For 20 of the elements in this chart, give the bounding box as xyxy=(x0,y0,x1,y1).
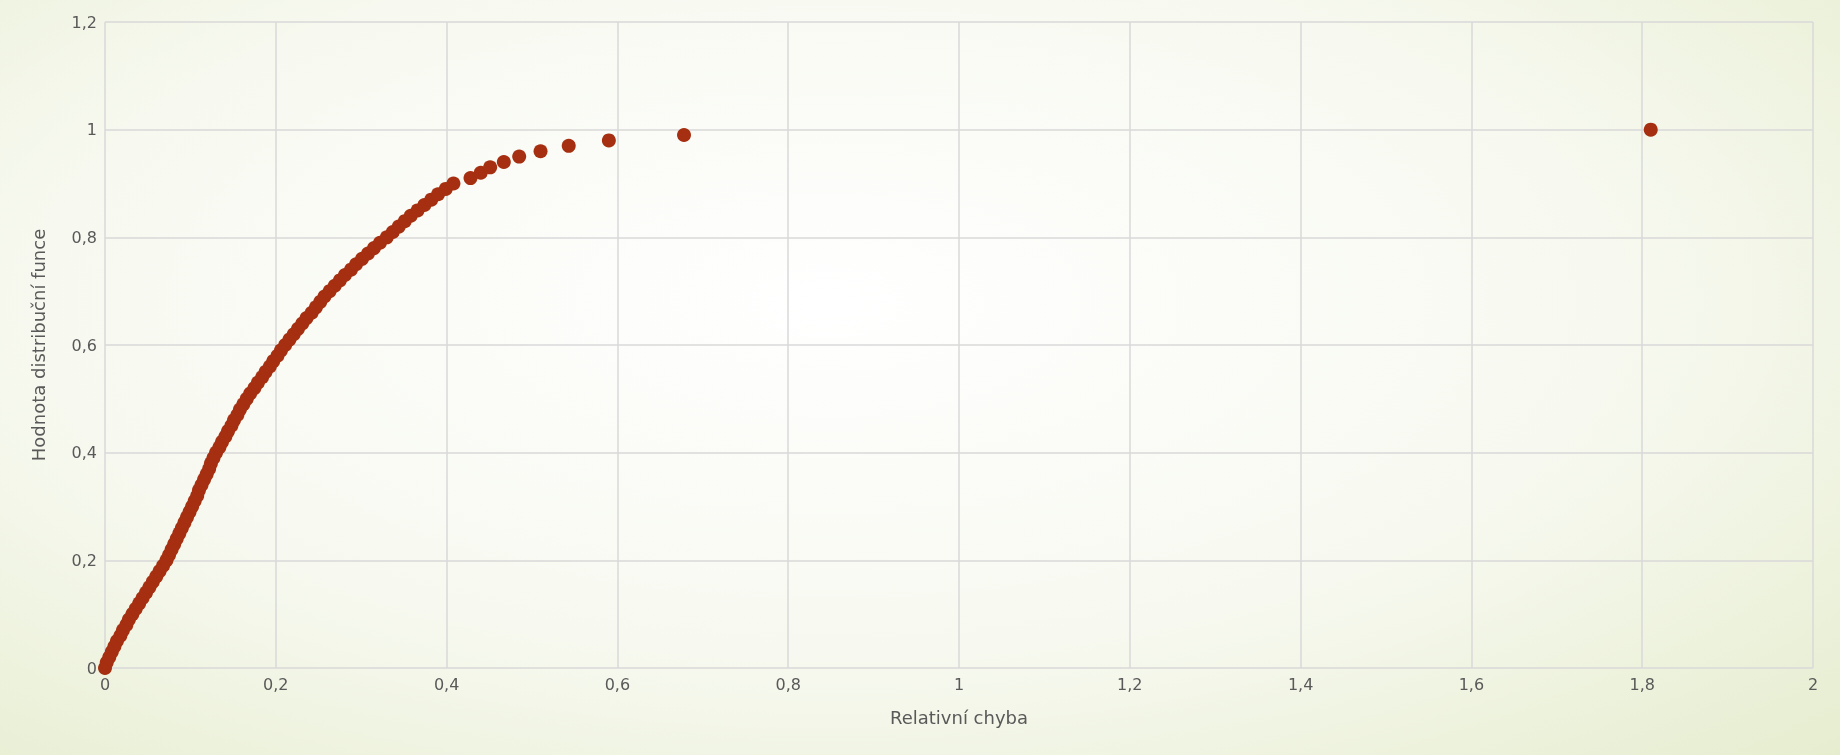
y-tick-label: 0,8 xyxy=(71,227,97,247)
x-tick-label: 0,6 xyxy=(604,674,631,694)
y-axis-title: Hodnota distribuční funce xyxy=(27,228,49,462)
x-tick-label: 0,8 xyxy=(775,674,801,694)
x-tick-label: 0,4 xyxy=(433,674,460,694)
x-axis-title: Relativní chyba xyxy=(889,706,1029,728)
y-tick-label: 0 xyxy=(86,658,97,678)
y-tick-label: 0,2 xyxy=(71,550,97,570)
x-tick-label: 2 xyxy=(1807,674,1819,694)
y-tick-label: 0,4 xyxy=(71,443,97,463)
x-tick-label: 1 xyxy=(953,674,965,694)
x-tick-label: 1,4 xyxy=(1287,674,1314,694)
x-tick-label: 0,2 xyxy=(263,674,289,694)
y-tick-label: 0,6 xyxy=(71,335,97,355)
x-tick-label: 1,8 xyxy=(1629,674,1655,694)
x-tick-label: 1,6 xyxy=(1458,674,1485,694)
x-tick-label: 1,2 xyxy=(1117,674,1143,694)
y-tick-label: 1 xyxy=(86,120,97,140)
x-tick-label: 0 xyxy=(99,674,111,694)
y-tick-label: 1,2 xyxy=(71,12,97,32)
